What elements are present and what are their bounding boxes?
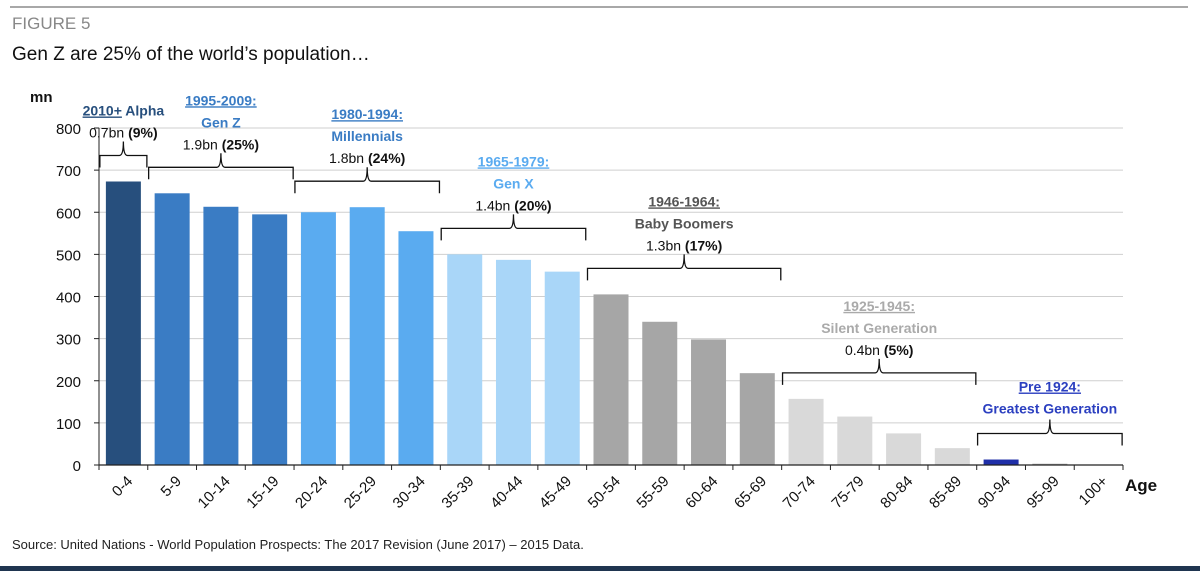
x-tick-label: 45-49 (536, 473, 575, 512)
bar-5-9 (154, 193, 190, 465)
figure-label: FIGURE 5 (12, 14, 91, 33)
bracket-gen-z (147, 153, 294, 180)
group-name: Silent Generation (821, 320, 937, 336)
group-share: 0.4bn (5%) (845, 342, 914, 358)
group-share: 0.7bn (9%) (89, 124, 158, 140)
x-tick-label: 100+ (1076, 473, 1112, 509)
group-range: 1925-1945: (843, 298, 915, 314)
x-tick-label: 5-9 (158, 473, 185, 500)
group-name: Millennials (331, 128, 403, 144)
group-population: 0.7bn (89, 124, 128, 140)
group-population: 1.3bn (646, 237, 685, 253)
group-range: 1946-1964: (648, 193, 720, 209)
y-tick-label: 200 (56, 374, 81, 391)
x-tick-label: 65-69 (731, 473, 770, 512)
group-percent: (20%) (514, 197, 551, 213)
bottom-rule (0, 566, 1200, 571)
bar-30-34 (398, 231, 434, 465)
x-tick-label: 90-94 (975, 473, 1014, 512)
y-tick-label: 400 (56, 290, 81, 307)
x-tick-label: 30-34 (390, 473, 429, 512)
x-tick-label: 80-84 (877, 473, 916, 512)
group-name: Gen Z (201, 114, 241, 130)
x-tick-label: 55-59 (633, 473, 672, 512)
group-population: 1.9bn (183, 136, 222, 152)
x-tick-label: 50-54 (585, 473, 624, 512)
y-tick-label: 100 (56, 416, 81, 433)
y-tick-label: 800 (56, 121, 81, 138)
group-range: 2010+ (83, 102, 122, 118)
group-percent: (17%) (685, 237, 722, 253)
bar-25-29 (349, 207, 385, 465)
x-tick-label: 20-24 (292, 473, 331, 512)
bracket-millennials (294, 167, 441, 194)
y-tick-label: 0 (73, 458, 81, 475)
bar-15-19 (252, 214, 288, 465)
x-tick-label: 85-89 (926, 473, 965, 512)
bar-80-84 (886, 433, 922, 465)
bar-75-79 (837, 416, 873, 465)
bar-0-4 (105, 181, 141, 465)
bar-60-64 (691, 339, 727, 465)
group-share: 1.8bn (24%) (329, 150, 405, 166)
top-rule (10, 6, 1188, 8)
x-axis-label: Age (1125, 476, 1157, 495)
group-header-alpha: 2010+ Alpha (83, 102, 165, 118)
bracket-alpha (99, 141, 148, 168)
bar-10-14 (203, 206, 239, 465)
chart-title: Gen Z are 25% of the world’s population… (12, 44, 370, 65)
group-range: Pre 1924: (1019, 379, 1081, 395)
bar-40-44 (495, 259, 531, 465)
bar-90-94 (983, 459, 1019, 465)
bar-65-69 (739, 373, 775, 465)
x-tick-label: 40-44 (487, 473, 526, 512)
group-population: 1.4bn (475, 197, 514, 213)
bar-45-49 (544, 271, 580, 465)
group-name: Greatest Generation (983, 401, 1118, 417)
source-note: Source: United Nations - World Populatio… (12, 537, 584, 552)
bracket-baby-boomers (586, 254, 782, 281)
x-tick-label: 95-99 (1024, 473, 1063, 512)
group-population: 1.8bn (329, 150, 368, 166)
group-share: 1.3bn (17%) (646, 237, 722, 253)
x-tick-label: 35-39 (438, 473, 477, 512)
group-range: 1980-1994: (331, 106, 403, 122)
group-percent: (24%) (368, 150, 405, 166)
x-tick-label: 25-29 (341, 473, 380, 512)
bar-85-89 (934, 448, 970, 465)
group-share: 1.9bn (25%) (183, 136, 259, 152)
bar-70-74 (788, 398, 824, 465)
bracket-gen-x (440, 214, 587, 241)
group-range: 1965-1979: (478, 153, 550, 169)
y-tick-label: 300 (56, 332, 81, 349)
group-name: Alpha (122, 102, 164, 118)
y-tick-label: 500 (56, 247, 81, 264)
bars (105, 181, 1117, 465)
y-tick-label: 600 (56, 205, 81, 222)
group-percent: (25%) (222, 136, 259, 152)
group-population: 0.4bn (845, 342, 884, 358)
generation-annotations: 2010+ Alpha 0.7bn (9%) Gen Z 1995-2009: 1.9b… (83, 92, 1123, 446)
group-percent: (5%) (884, 342, 914, 358)
x-tick-label: 0-4 (109, 473, 136, 500)
group-percent: (9%) (128, 124, 158, 140)
bracket-silent-generation (781, 358, 977, 385)
group-range: 1995-2009: (185, 92, 257, 108)
group-name: Baby Boomers (635, 215, 734, 231)
bar-35-39 (447, 254, 483, 465)
bar-55-59 (642, 321, 678, 465)
bar-50-54 (593, 294, 629, 465)
group-share: 1.4bn (20%) (475, 197, 551, 213)
group-name: Gen X (493, 175, 534, 191)
x-tick-label: 10-14 (195, 473, 234, 512)
y-tick-label: 700 (56, 163, 81, 180)
x-tick-label: 60-64 (682, 473, 721, 512)
bar-20-24 (300, 212, 336, 465)
y-axis-label: mn (30, 89, 53, 106)
bracket-greatest-generation (976, 419, 1123, 446)
x-tick-label: 70-74 (780, 473, 819, 512)
x-tick-label: 15-19 (243, 473, 282, 512)
x-tick-label: 75-79 (828, 473, 867, 512)
